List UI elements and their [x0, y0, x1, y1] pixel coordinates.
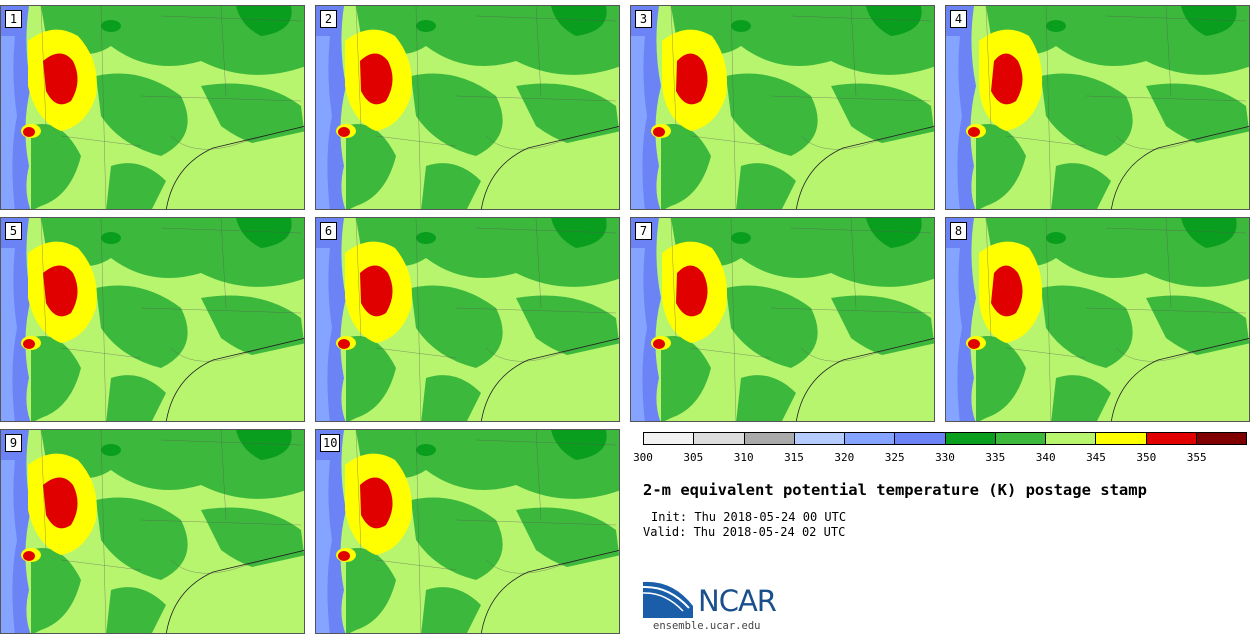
colorbar-swatch	[1096, 433, 1147, 444]
colorbar-swatch	[1046, 433, 1097, 444]
colorbar-swatch	[794, 433, 845, 444]
ncar-logo: NCAR	[642, 578, 803, 620]
member-number: 6	[320, 222, 337, 240]
colorbar-tick-label: 350	[1136, 451, 1157, 464]
logo-text: NCAR	[698, 584, 777, 618]
colorbar-tick-label: 345	[1086, 451, 1106, 464]
colorbar-swatch	[995, 433, 1046, 444]
colorbar	[643, 432, 1247, 445]
colorbar-swatch	[845, 433, 896, 444]
init-time: Init: Thu 2018-05-24 00 UTC	[651, 510, 847, 524]
ncar-swoosh-icon	[642, 581, 693, 618]
map-field	[316, 6, 619, 209]
postage-stamp-map: 1	[0, 5, 305, 210]
map-field	[1, 218, 304, 421]
postage-stamp-map: 2	[315, 5, 620, 210]
postage-stamp-map: 7	[630, 217, 935, 422]
member-number: 10	[320, 434, 341, 452]
colorbar-swatch	[694, 433, 745, 444]
member-number: 5	[5, 222, 22, 240]
member-number: 9	[5, 434, 22, 452]
valid-time: Valid: Thu 2018-05-24 02 UTC	[643, 525, 846, 539]
postage-stamp-map: 5	[0, 217, 305, 422]
member-number: 3	[635, 10, 652, 28]
colorbar-tick-label: 310	[733, 451, 754, 464]
colorbar-tick-label: 305	[683, 451, 704, 464]
map-field	[316, 218, 619, 421]
map-field	[316, 430, 619, 633]
colorbar-swatch	[1146, 433, 1197, 444]
map-field	[946, 6, 1249, 209]
colorbar-tick-label: 340	[1035, 451, 1056, 464]
map-field	[946, 218, 1249, 421]
colorbar-tick-label: 320	[834, 451, 855, 464]
member-number: 8	[950, 222, 967, 240]
colorbar-swatch	[644, 433, 695, 444]
chart-title: 2-m equivalent potential temperature (K)…	[643, 481, 1147, 499]
postage-stamp-map: 3	[630, 5, 935, 210]
postage-stamp-map: 4	[945, 5, 1250, 210]
colorbar-tick-label: 335	[985, 451, 1006, 464]
member-number: 2	[320, 10, 337, 28]
colorbar-swatch	[744, 433, 795, 444]
postage-stamp-map: 9	[0, 429, 305, 634]
colorbar-tick-label: 325	[884, 451, 905, 464]
member-number: 1	[5, 10, 22, 28]
map-field	[1, 430, 304, 633]
map-field	[631, 218, 934, 421]
colorbar-tick-label: 355	[1186, 451, 1207, 464]
colorbar-swatch	[1196, 433, 1246, 444]
postage-stamp-map: 6	[315, 217, 620, 422]
map-field	[1, 6, 304, 209]
site-url: ensemble.ucar.edu	[653, 620, 761, 632]
colorbar-swatch	[945, 433, 996, 444]
member-number: 7	[635, 222, 652, 240]
postage-stamp-map: 10	[315, 429, 620, 634]
colorbar-tick-label: 300	[633, 451, 653, 464]
colorbar-ticks: 300 305 310 315 320 325 330 335 340 345 350 355	[633, 451, 1247, 465]
map-field	[631, 6, 934, 209]
colorbar-tick-label: 315	[784, 451, 804, 464]
colorbar-swatch	[895, 433, 946, 444]
postage-stamp-map: 8	[945, 217, 1250, 422]
member-number: 4	[950, 10, 967, 28]
colorbar-tick-label: 330	[935, 451, 955, 464]
